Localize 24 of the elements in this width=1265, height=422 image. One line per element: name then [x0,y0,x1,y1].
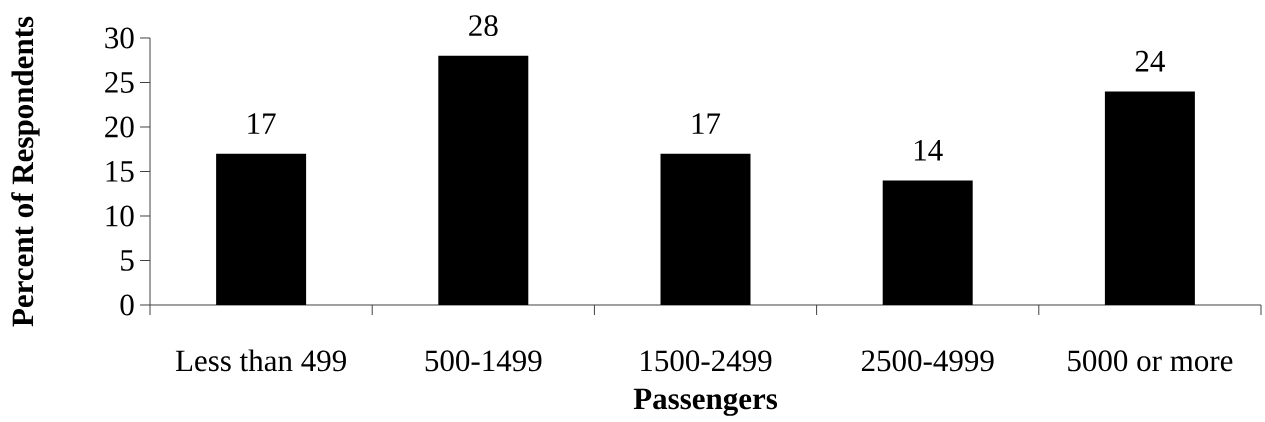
y-tick-label: 10 [106,205,134,227]
y-tick-label: 20 [105,116,134,138]
data-label: 14 [914,139,943,161]
y-tick-label: 0 [120,294,134,316]
bar [216,153,307,305]
x-axis-title: Passengers [633,388,778,416]
y-tick-label: 15 [106,161,134,182]
x-tick-label: 500-1499 [425,350,542,372]
x-tick-label: 2500-4999 [861,350,994,372]
y-tick-label: 30 [105,27,134,49]
x-tick-label: Less than 499 [175,349,346,372]
data-label: 17 [248,113,276,134]
data-label: 28 [469,15,498,37]
x-tick-label: 5000 or more [1068,350,1233,372]
x-tick-label: 1500-2499 [641,350,772,372]
data-label: 24 [1135,50,1165,72]
bar [1104,91,1195,305]
data-label: 17 [692,113,721,134]
y-tick-label: 5 [121,250,134,271]
bar [438,55,529,305]
bar [660,153,751,305]
y-axis-title: Percent of Respondents [11,16,40,327]
bar [882,180,973,305]
y-tick-label: 25 [105,72,134,93]
